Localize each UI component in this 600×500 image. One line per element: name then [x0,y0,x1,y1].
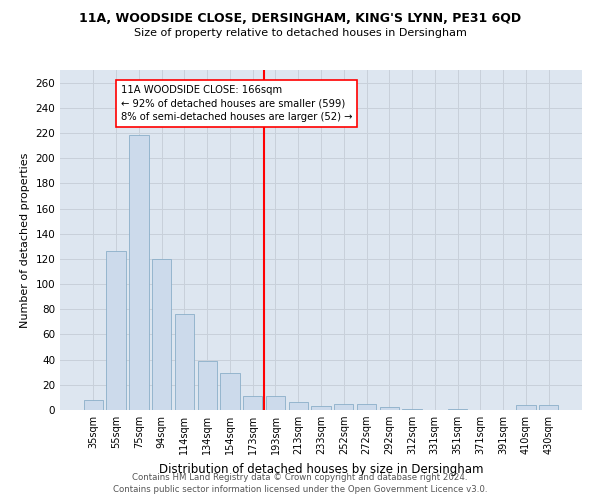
Bar [152,259,172,410]
Text: Contains HM Land Registry data © Crown copyright and database right 2024.: Contains HM Land Registry data © Crown c… [132,472,468,482]
Bar [220,374,239,410]
Text: Contains public sector information licensed under the Open Government Licence v3: Contains public sector information licen… [113,485,487,494]
Bar [84,400,103,410]
Bar [357,404,376,410]
Text: 11A, WOODSIDE CLOSE, DERSINGHAM, KING'S LYNN, PE31 6QD: 11A, WOODSIDE CLOSE, DERSINGHAM, KING'S … [79,12,521,26]
Bar [197,361,217,410]
Text: Size of property relative to detached houses in Dersingham: Size of property relative to detached ho… [134,28,466,38]
X-axis label: Distribution of detached houses by size in Dersingham: Distribution of detached houses by size … [159,462,483,475]
Bar [243,396,262,410]
Bar [311,406,331,410]
Bar [106,252,126,410]
Bar [516,405,536,410]
Bar [175,314,194,410]
Bar [334,404,353,410]
Bar [129,136,149,410]
Bar [539,405,558,410]
Y-axis label: Number of detached properties: Number of detached properties [20,152,30,328]
Bar [448,408,467,410]
Bar [266,396,285,410]
Bar [403,408,422,410]
Text: 11A WOODSIDE CLOSE: 166sqm
← 92% of detached houses are smaller (599)
8% of semi: 11A WOODSIDE CLOSE: 166sqm ← 92% of deta… [121,85,352,122]
Bar [380,408,399,410]
Bar [289,402,308,410]
